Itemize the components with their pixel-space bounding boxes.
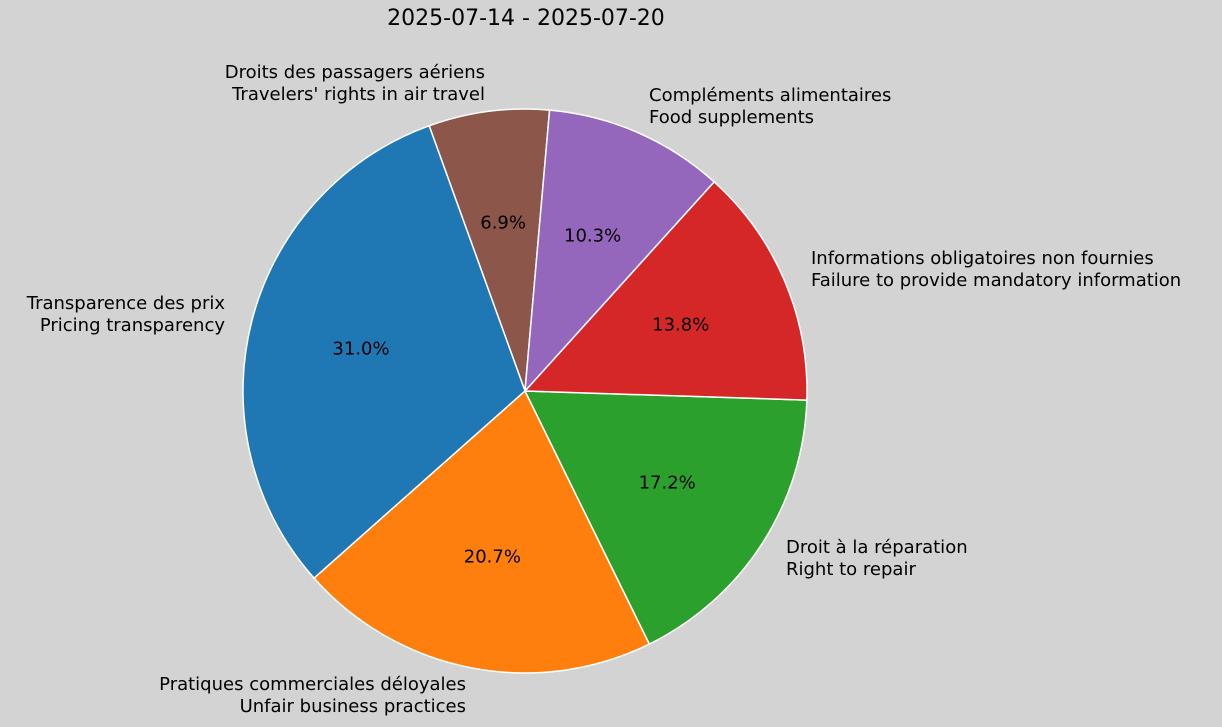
- label-en: Right to repair: [786, 559, 916, 580]
- label-fr: Droits des passagers aériens: [224, 62, 485, 83]
- pie-slice: [524, 390, 808, 645]
- chart-title: 2025-07-14 - 2025-07-20: [387, 6, 665, 31]
- pie-slice: [524, 109, 715, 392]
- label-fr: Pratiques commerciales déloyales: [159, 674, 466, 695]
- percent-label: 6.9%: [480, 212, 526, 234]
- slice-label-pricing: Transparence des prix Pricing transparen…: [0, 293, 225, 337]
- pie-slice: [428, 108, 551, 392]
- label-fr: Droit à la réparation: [786, 537, 968, 558]
- label-fr: Compléments alimentaires: [649, 85, 892, 106]
- slice-label-air-travel: Droits des passagers aériens Travelers' …: [190, 62, 485, 106]
- percent-label: 10.3%: [564, 225, 622, 247]
- percent-label: 20.7%: [463, 546, 521, 568]
- percent-label: 17.2%: [638, 472, 696, 494]
- slice-label-food-supplements: Compléments alimentaires Food supplement…: [649, 85, 891, 129]
- percent-label: 13.8%: [652, 314, 710, 336]
- pie-slice: [313, 390, 651, 674]
- label-en: Pricing transparency: [39, 315, 225, 336]
- label-fr: Transparence des prix: [26, 293, 225, 314]
- label-en: Failure to provide mandatory information: [811, 270, 1182, 291]
- label-en: Unfair business practices: [239, 696, 466, 717]
- percent-label: 31.0%: [332, 338, 390, 360]
- label-fr: Informations obligatoires non fournies: [811, 248, 1154, 269]
- label-en: Food supplements: [649, 107, 815, 128]
- slice-label-mandatory-info: Informations obligatoires non fournies F…: [811, 248, 1181, 292]
- pie-slice: [242, 125, 526, 579]
- pie-slice: [524, 181, 808, 401]
- slice-label-right-to-repair: Droit à la réparation Right to repair: [786, 537, 968, 581]
- slice-label-unfair-practices: Pratiques commerciales déloyales Unfair …: [100, 674, 466, 718]
- label-en: Travelers' rights in air travel: [232, 84, 485, 105]
